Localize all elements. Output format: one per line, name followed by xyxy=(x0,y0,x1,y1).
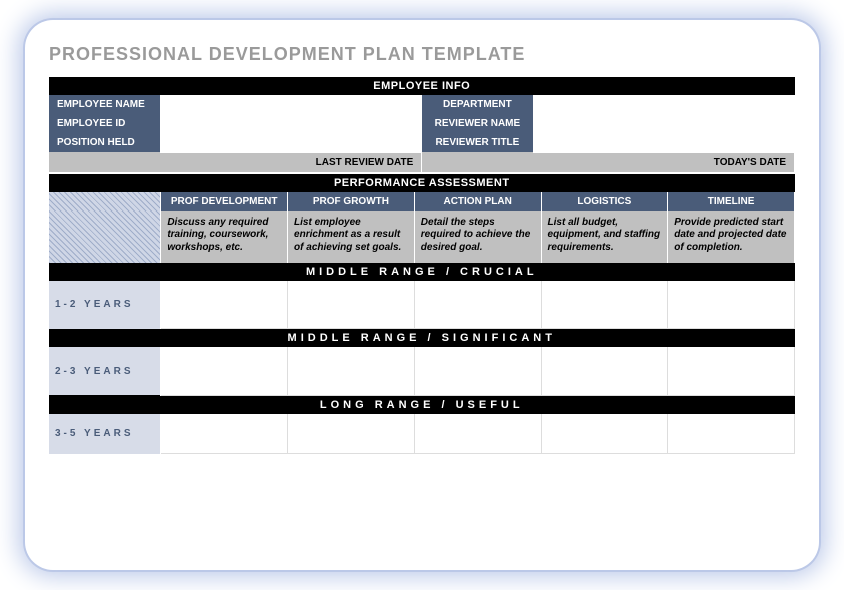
field-department[interactable] xyxy=(534,95,795,114)
desc-timeline: Provide predicted start date and project… xyxy=(668,211,795,263)
label-reviewer-name: REVIEWER NAME xyxy=(422,114,534,133)
label-employee-name: EMPLOYEE NAME xyxy=(49,95,161,114)
cell-r0-c0[interactable] xyxy=(161,281,288,329)
cell-r0-c2[interactable] xyxy=(414,281,541,329)
document-container: PROFESSIONAL DEVELOPMENT PLAN TEMPLATE E… xyxy=(25,20,819,570)
desc-action-plan: Detail the steps required to achieve the… xyxy=(414,211,541,263)
label-reviewer-title: REVIEWER TITLE xyxy=(422,133,534,152)
cell-r1-c4[interactable] xyxy=(668,347,795,395)
assessment-header: PERFORMANCE ASSESSMENT xyxy=(49,174,795,192)
cell-r0-c4[interactable] xyxy=(668,281,795,329)
colhead-timeline: TIMELINE xyxy=(668,192,795,211)
desc-prof-growth: List employee enrichment as a result of … xyxy=(288,211,415,263)
field-reviewer-title[interactable] xyxy=(534,133,795,152)
band-useful: LONG RANGE / USEFUL xyxy=(49,395,795,414)
field-position-held[interactable] xyxy=(161,133,422,152)
assessment-table: PERFORMANCE ASSESSMENT PROF DEVELOPMENT … xyxy=(49,174,795,455)
cell-r1-c3[interactable] xyxy=(541,347,668,395)
diag-desc xyxy=(49,211,161,263)
cell-r1-c2[interactable] xyxy=(414,347,541,395)
year-2-3: 2-3 YEARS xyxy=(49,347,161,395)
desc-prof-dev: Discuss any required training, coursewor… xyxy=(161,211,288,263)
label-employee-id: EMPLOYEE ID xyxy=(49,114,161,133)
doc-title: PROFESSIONAL DEVELOPMENT PLAN TEMPLATE xyxy=(49,44,795,65)
label-todays-date: TODAY'S DATE xyxy=(422,152,795,172)
cell-r2-c3[interactable] xyxy=(541,414,668,454)
cell-r2-c2[interactable] xyxy=(414,414,541,454)
field-employee-name[interactable] xyxy=(161,95,422,114)
year-3-5: 3-5 YEARS xyxy=(49,414,161,454)
cell-r0-c3[interactable] xyxy=(541,281,668,329)
year-1-2: 1-2 YEARS xyxy=(49,281,161,329)
field-employee-id[interactable] xyxy=(161,114,422,133)
employee-info-table: EMPLOYEE INFO EMPLOYEE NAME DEPARTMENT E… xyxy=(49,77,795,172)
band-crucial: MIDDLE RANGE / CRUCIAL xyxy=(49,263,795,281)
colhead-prof-dev: PROF DEVELOPMENT xyxy=(161,192,288,211)
colhead-prof-growth: PROF GROWTH xyxy=(288,192,415,211)
cell-r2-c4[interactable] xyxy=(668,414,795,454)
desc-logistics: List all budget, equipment, and staffing… xyxy=(541,211,668,263)
cell-r2-c0[interactable] xyxy=(161,414,288,454)
field-reviewer-name[interactable] xyxy=(534,114,795,133)
cell-r1-c1[interactable] xyxy=(288,347,415,395)
colhead-action-plan: ACTION PLAN xyxy=(414,192,541,211)
cell-r2-c1[interactable] xyxy=(288,414,415,454)
cell-r1-c0[interactable] xyxy=(161,347,288,395)
label-position-held: POSITION HELD xyxy=(49,133,161,152)
label-department: DEPARTMENT xyxy=(422,95,534,114)
cell-r0-c1[interactable] xyxy=(288,281,415,329)
label-last-review-date: LAST REVIEW DATE xyxy=(49,152,422,172)
employee-info-header: EMPLOYEE INFO xyxy=(49,77,795,95)
colhead-logistics: LOGISTICS xyxy=(541,192,668,211)
band-significant: MIDDLE RANGE / SIGNIFICANT xyxy=(49,329,795,348)
diag-corner xyxy=(49,192,161,211)
